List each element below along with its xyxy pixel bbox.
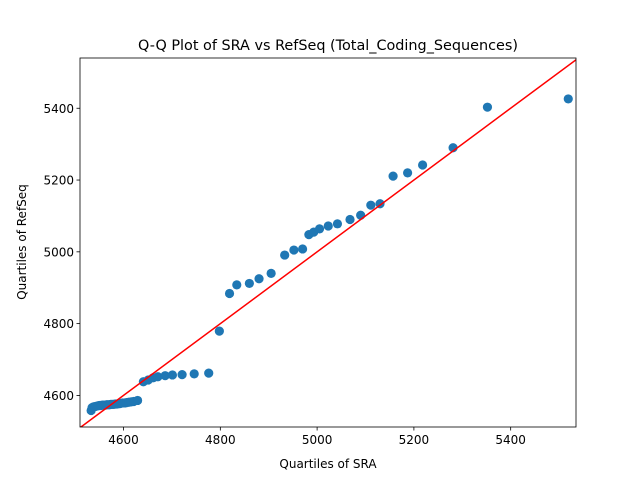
data-point (232, 280, 242, 290)
data-point (204, 368, 214, 378)
y-tick-label: 4800 (43, 317, 74, 331)
data-point (332, 219, 343, 229)
data-point (314, 224, 325, 234)
data-point (388, 171, 398, 181)
y-tick-label: 4600 (43, 389, 74, 403)
data-point (177, 369, 187, 380)
reference-line (80, 58, 576, 427)
data-point (482, 102, 493, 112)
x-tick-label: 5200 (399, 433, 430, 447)
data-point (345, 214, 355, 225)
data-point (189, 369, 199, 379)
x-tick-label: 5400 (495, 433, 526, 447)
data-point (280, 250, 290, 260)
data-point (160, 371, 170, 381)
y-tick-label: 5000 (43, 245, 74, 259)
y-tick-label: 5400 (43, 102, 74, 116)
y-axis-label: Quartiles of RefSeq (15, 184, 29, 300)
data-point (297, 244, 308, 254)
plot-area: 4600 4800 5000 5200 5400 4600 4800 5000 5200 5400 (43, 57, 577, 447)
data-point (418, 160, 428, 170)
data-point (254, 274, 264, 284)
data-point (356, 210, 366, 220)
reference-line-group (80, 58, 576, 427)
data-point (167, 370, 178, 380)
data-point (323, 221, 333, 231)
y-tick-label: 5200 (43, 174, 74, 188)
x-tick-label: 4600 (108, 433, 139, 447)
x-tick-label: 5000 (302, 433, 333, 447)
data-point (366, 200, 376, 210)
x-axis-label: Quartiles of SRA (279, 457, 377, 471)
data-point (153, 372, 163, 382)
data-point (266, 268, 276, 278)
data-point (214, 326, 224, 336)
data-point (563, 94, 573, 104)
data-point (244, 278, 254, 289)
data-point (289, 245, 299, 255)
x-tick-label: 4800 (205, 433, 236, 447)
data-point (132, 395, 143, 406)
plot-frame (79, 57, 577, 428)
chart-title: Q-Q Plot of SRA vs RefSeq (Total_Coding_… (138, 38, 518, 54)
data-point (403, 168, 413, 178)
data-point (224, 288, 235, 299)
